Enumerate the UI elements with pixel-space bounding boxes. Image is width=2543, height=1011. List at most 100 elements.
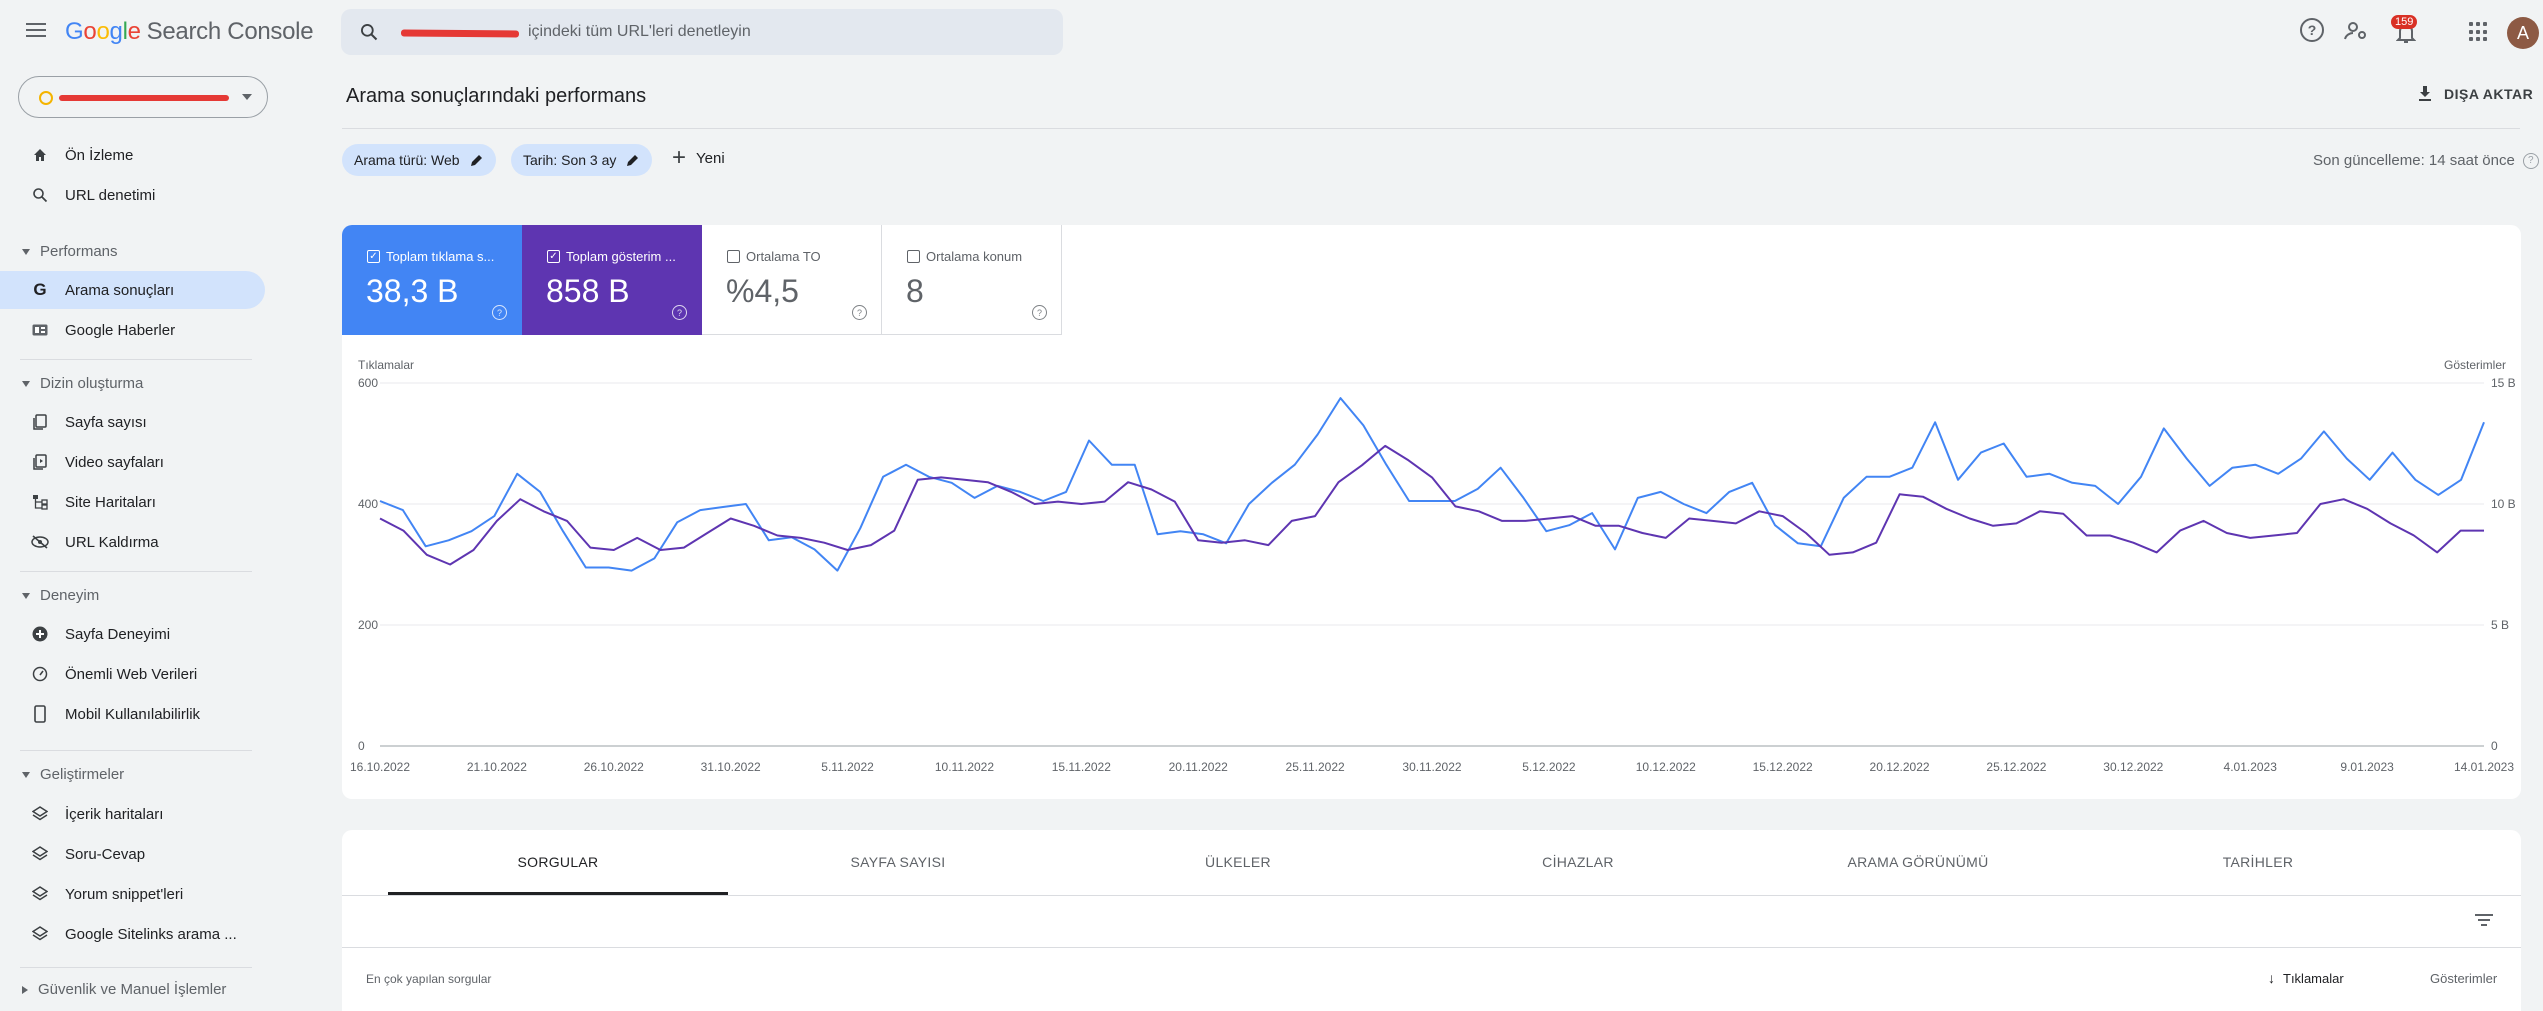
layers-icon — [31, 925, 49, 943]
url-inspect-search[interactable]: içindeki tüm URL'leri denetleyin — [341, 9, 1063, 55]
checkbox-checked-icon[interactable]: ✓ — [547, 250, 560, 263]
help-icon[interactable]: ? — [1032, 305, 1047, 320]
chevron-down-icon — [242, 94, 252, 100]
tab-pages[interactable]: SAYFA SAYISI — [850, 854, 946, 870]
google-apps-icon[interactable] — [2469, 22, 2489, 42]
sidebar-item-mobile-usability[interactable]: Mobil Kullanılabilirlik — [0, 695, 265, 733]
sidebar-item-google-news[interactable]: Google Haberler — [0, 311, 265, 349]
sidebar-item-core-web-vitals[interactable]: Önemli Web Verileri — [0, 655, 265, 693]
sidebar-item-breadcrumbs[interactable]: İçerik haritaları — [0, 795, 265, 833]
section-experience[interactable]: Deneyim — [22, 587, 99, 604]
metric-total-impressions[interactable]: ✓ Toplam gösterim ... 858 B ? — [522, 225, 702, 335]
x-tick-label: 14.01.2023 — [2454, 760, 2514, 774]
checkbox-checked-icon[interactable]: ✓ — [367, 250, 380, 263]
hamburger-menu-icon[interactable] — [22, 19, 50, 47]
table-card: SORGULAR SAYFA SAYISI ÜLKELER CİHAZLAR A… — [342, 830, 2521, 1011]
export-button[interactable]: DIŞA AKTAR — [2418, 86, 2533, 102]
x-tick-label: 5.11.2022 — [821, 760, 874, 774]
metric-average-position[interactable]: Ortalama konum 8 ? — [882, 225, 1062, 335]
tab-dates[interactable]: TARİHLER — [2222, 854, 2294, 870]
left-tick-label: 400 — [358, 497, 378, 511]
search-icon — [361, 24, 378, 41]
x-tick-label: 21.10.2022 — [467, 760, 527, 774]
section-enhancements[interactable]: Geliştirmeler — [22, 766, 124, 783]
column-header-impressions[interactable]: Gösterimler — [2430, 971, 2498, 986]
layers-icon — [31, 845, 49, 863]
help-icon[interactable]: ? — [2300, 18, 2324, 42]
metric-average-ctr[interactable]: Ortalama TO %4,5 ? — [702, 225, 882, 335]
sidebar-item-sitelinks-searchbox[interactable]: Google Sitelinks arama ... — [0, 915, 265, 953]
sidebar-item-video-pages[interactable]: Video sayfaları — [0, 443, 265, 481]
filter-chip-date[interactable]: Tarih: Son 3 ay — [511, 144, 653, 176]
active-tab-indicator — [388, 892, 728, 895]
sidebar-item-url-removal[interactable]: URL Kaldırma — [0, 523, 265, 561]
column-header-clicks[interactable]: ↓ Tıklamalar — [2268, 970, 2344, 986]
impressions-line — [379, 444, 2484, 566]
home-icon — [31, 146, 49, 164]
left-tick-label: 600 — [358, 376, 378, 390]
sidebar-item-page-experience[interactable]: Sayfa Deneyimi — [0, 615, 265, 653]
metric-total-clicks[interactable]: ✓ Toplam tıklama s... 38,3 B ? — [342, 225, 522, 335]
pencil-icon — [470, 155, 482, 166]
sidebar-item-search-results[interactable]: G Arama sonuçları — [0, 271, 265, 309]
avatar[interactable]: A — [2507, 17, 2539, 49]
x-tick-label: 10.12.2022 — [1636, 760, 1696, 774]
section-security[interactable]: Güvenlik ve Manuel İşlemler — [22, 981, 226, 998]
x-tick-label: 16.10.2022 — [350, 760, 410, 774]
metric-value: 38,3 B — [366, 273, 459, 309]
sidebar-divider — [20, 967, 252, 968]
checkbox-unchecked-icon[interactable] — [727, 250, 740, 263]
sidebar-divider — [20, 750, 252, 751]
left-axis-ticks: 0 200 400 600 — [358, 376, 378, 753]
sidebar: Ön İzleme URL denetimi Performans G Aram… — [0, 64, 270, 1011]
sidebar-item-url-inspection[interactable]: URL denetimi — [0, 176, 265, 214]
x-tick-label: 26.10.2022 — [584, 760, 644, 774]
left-tick-label: 200 — [358, 618, 378, 632]
tab-countries[interactable]: ÜLKELER — [1205, 854, 1271, 870]
sidebar-item-faq[interactable]: Soru-Cevap — [0, 835, 265, 873]
help-icon[interactable]: ? — [2522, 152, 2539, 169]
tabs-divider — [342, 895, 2521, 896]
filter-icon[interactable] — [2475, 914, 2493, 928]
arrow-down-icon: ↓ — [2268, 970, 2275, 986]
help-icon[interactable]: ? — [672, 305, 687, 320]
product-name: Search Console — [146, 18, 314, 45]
search-placeholder: içindeki tüm URL'leri denetleyin — [528, 23, 751, 40]
speedometer-icon — [31, 665, 49, 683]
section-performance[interactable]: Performans — [22, 243, 118, 260]
metric-value: 8 — [906, 273, 924, 309]
site-favicon-icon — [39, 91, 53, 105]
sidebar-item-overview[interactable]: Ön İzleme — [0, 136, 265, 174]
search-icon — [31, 186, 49, 204]
right-tick-label: 5 B — [2491, 618, 2509, 632]
right-tick-label: 10 B — [2491, 497, 2516, 511]
property-selector[interactable] — [18, 76, 268, 118]
manage-users-icon[interactable] — [2344, 20, 2368, 47]
layers-icon — [31, 885, 49, 903]
search-console-logo[interactable]: Google Search Console — [65, 18, 314, 45]
sidebar-item-review-snippets[interactable]: Yorum snippet'leri — [0, 875, 265, 913]
x-tick-label: 5.12.2022 — [1522, 760, 1576, 774]
tab-devices[interactable]: CİHAZLAR — [1542, 854, 1614, 870]
tab-queries[interactable]: SORGULAR — [517, 854, 599, 870]
right-axis-title: Gösterimler — [2444, 358, 2506, 372]
performance-chart[interactable]: Tıklamalar Gösterimler 0 200 400 600 0 5 B 10… — [342, 350, 2521, 780]
sidebar-item-pages[interactable]: Sayfa sayısı — [0, 403, 265, 441]
help-icon[interactable]: ? — [492, 305, 507, 320]
tab-search-appearance[interactable]: ARAMA GÖRÜNÜMÜ — [1847, 854, 1989, 870]
help-icon[interactable]: ? — [852, 305, 867, 320]
x-tick-label: 20.11.2022 — [1169, 760, 1228, 774]
page-title: Arama sonuçlarındaki performans — [346, 85, 647, 107]
x-tick-label: 15.11.2022 — [1052, 760, 1111, 774]
sidebar-item-sitemaps[interactable]: Site Haritaları — [0, 483, 265, 521]
new-filter-button[interactable]: + Yeni — [672, 144, 725, 171]
x-tick-label: 25.12.2022 — [1986, 760, 2046, 774]
x-axis-ticks: 16.10.2022 21.10.2022 26.10.2022 31.10.2022… — [350, 760, 2514, 774]
sidebar-divider — [20, 359, 252, 360]
redacted-property — [59, 95, 229, 101]
google-g-icon: G — [33, 280, 47, 299]
toolbar-divider — [342, 947, 2521, 948]
filter-chip-search-type[interactable]: Arama türü: Web — [342, 144, 496, 176]
checkbox-unchecked-icon[interactable] — [907, 250, 920, 263]
section-indexing[interactable]: Dizin oluşturma — [22, 375, 143, 392]
